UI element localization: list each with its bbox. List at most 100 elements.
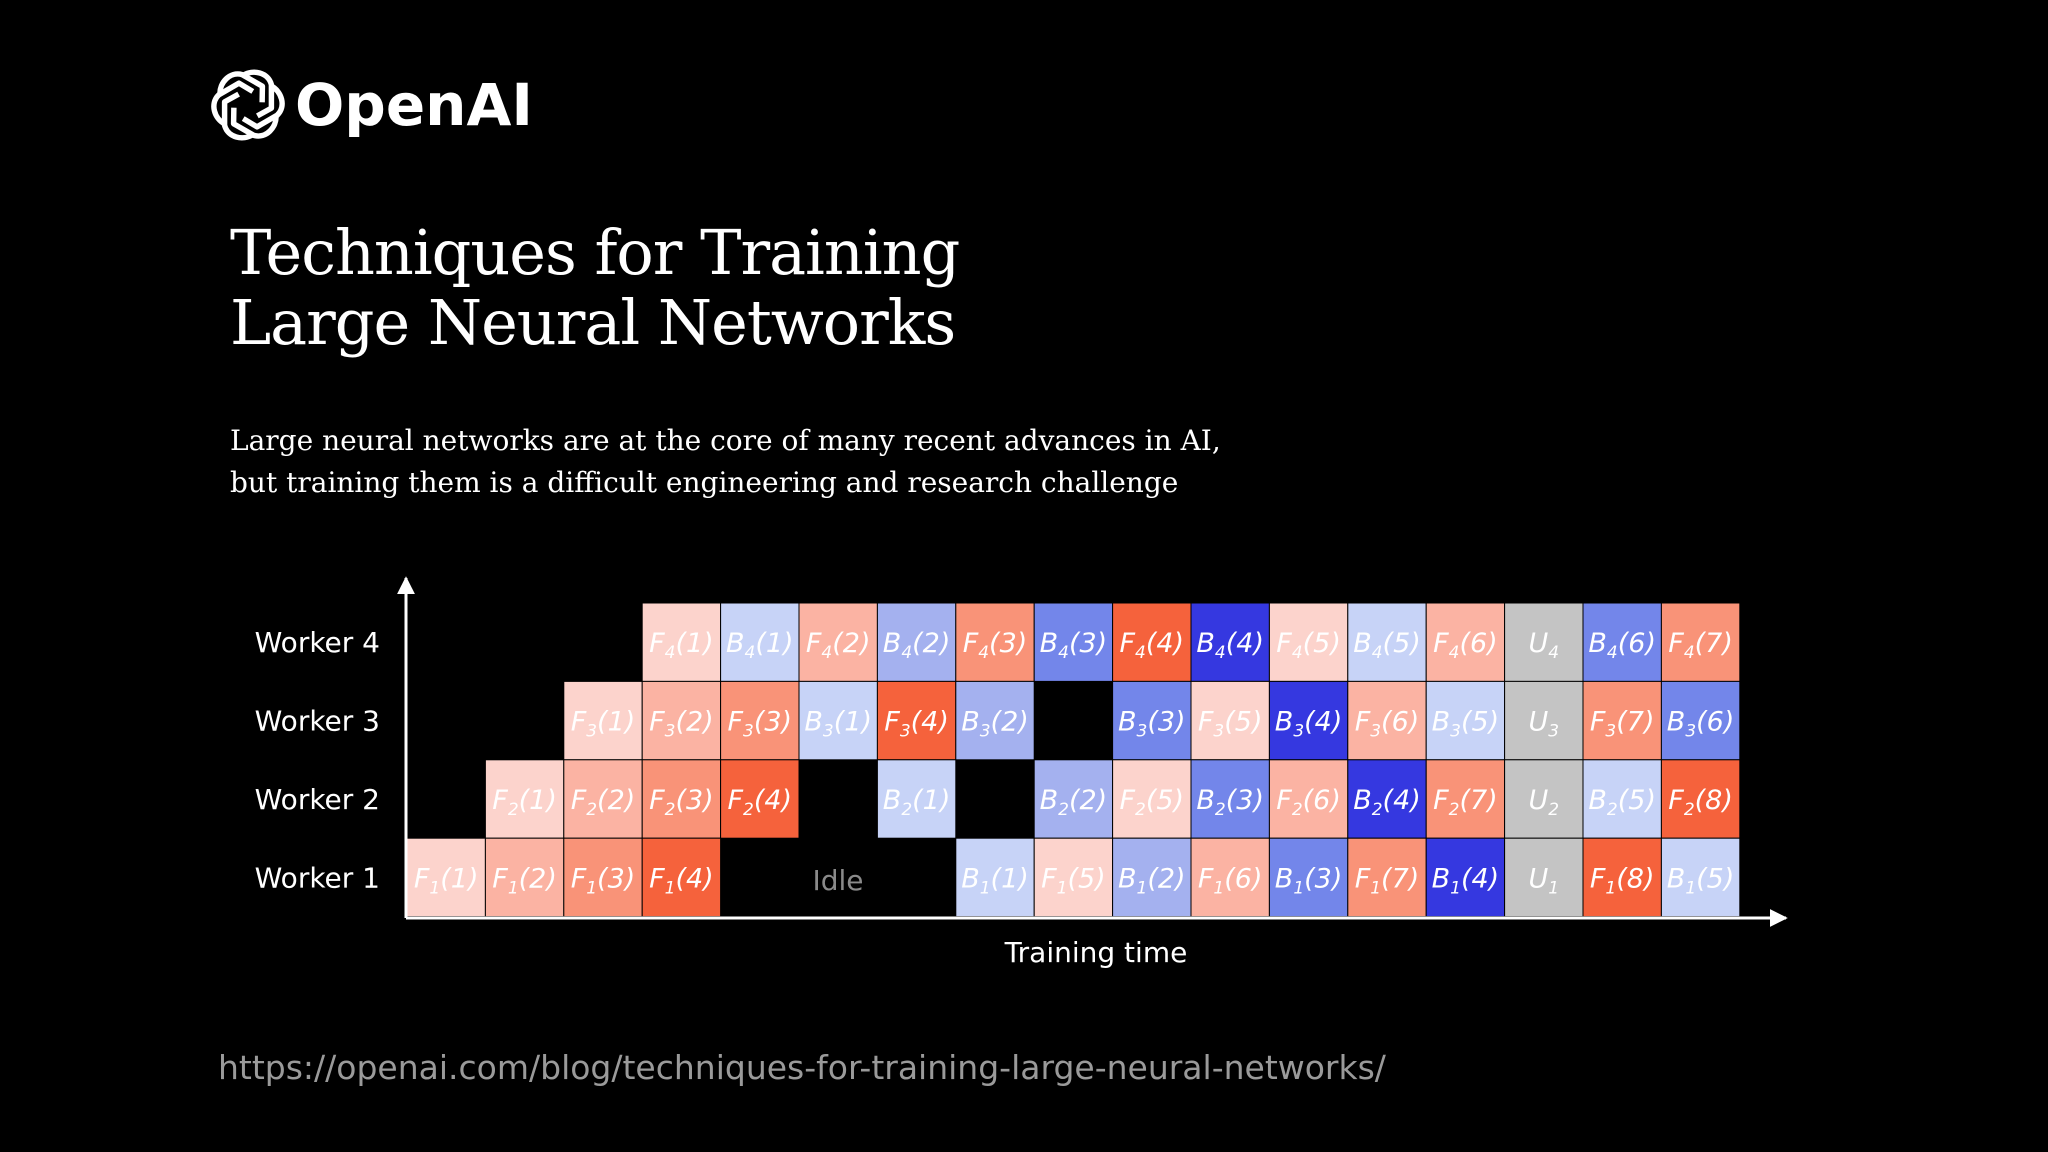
pipeline-cell: F1(6) (1190, 837, 1270, 918)
pipeline-cell: F2(7) (1425, 759, 1506, 839)
pipeline-cell-label: F1(4) (649, 863, 714, 898)
pipeline-cell-box (1504, 837, 1584, 918)
pipeline-cell-box (1190, 680, 1270, 761)
pipeline-cell: F1(3) (563, 837, 643, 918)
pipeline-cell-label: F3(6) (1355, 707, 1420, 742)
pipeline-cell-box (641, 837, 722, 918)
pipeline-cell-box (798, 680, 878, 761)
title-line-1: Techniques for Training (230, 216, 960, 289)
pipeline-cell: B4(2) (876, 602, 957, 682)
pipeline-cell: B4(3) (1033, 602, 1114, 682)
pipeline-cell: B2(2) (1033, 759, 1114, 839)
worker-label: Worker 4 (255, 626, 380, 659)
pipeline-cell: B2(1) (876, 759, 957, 839)
pipeline-cell-label: B3(6) (1667, 707, 1735, 742)
title-line-2: Large Neural Networks (230, 286, 956, 359)
pipeline-cell: F3(1) (563, 680, 643, 761)
pipeline-cell: B3(4) (1268, 680, 1349, 761)
pipeline-cell: U1 (1504, 837, 1584, 918)
pipeline-cell-label: F3(1) (571, 707, 636, 742)
pipeline-cell: B3(1) (798, 680, 878, 761)
pipeline-cell: F4(7) (1660, 602, 1741, 682)
pipeline-cell-label: B1(4) (1432, 863, 1500, 898)
pipeline-cell: F2(1) (484, 759, 565, 839)
pipeline-cell: B2(5) (1582, 759, 1662, 839)
subtitle-line-1: Large neural networks are at the core of… (230, 424, 1221, 457)
pipeline-cell: F4(6) (1425, 602, 1506, 682)
pipeline-cell: F2(8) (1660, 759, 1741, 839)
pipeline-cell-label: B1(2) (1118, 863, 1186, 898)
pipeline-cell-label: F2(3) (649, 785, 714, 820)
pipeline-cell-label: B3(3) (1118, 707, 1186, 742)
pipeline-cell: F1(1) (406, 837, 486, 918)
pipeline-cell-label: B4(4) (1196, 628, 1264, 663)
pipeline-cell-box (1190, 837, 1270, 918)
pipeline-cell: U4 (1504, 602, 1584, 682)
pipeline-cell-box (1268, 680, 1349, 761)
worker-label: Worker 2 (255, 783, 380, 816)
pipeline-cell: B2(4) (1347, 759, 1427, 839)
pipeline-cell: F2(4) (720, 759, 800, 839)
pipeline-cell: F1(5) (1033, 837, 1114, 918)
pipeline-cell-label: F4(1) (649, 628, 714, 663)
pipeline-cell: B4(4) (1190, 602, 1270, 682)
worker-label: Worker 1 (255, 861, 380, 894)
pipeline-cell-box (1033, 759, 1114, 839)
pipeline-cell: F3(3) (720, 680, 800, 761)
pipeline-cell: B4(5) (1347, 602, 1427, 682)
pipeline-cell-label: B3(2) (961, 707, 1029, 742)
pipeline-cell-box (1582, 602, 1662, 682)
pipeline-cell: F3(4) (876, 680, 957, 761)
brand-name: OpenAI (295, 71, 533, 139)
pipeline-cell-box (1660, 680, 1741, 761)
pipeline-cell: F4(1) (641, 602, 722, 682)
pipeline-cell-label: U4 (1529, 628, 1560, 663)
openai-knot-icon (209, 66, 287, 144)
pipeline-cell: B1(2) (1112, 837, 1192, 918)
pipeline-cell-box (1033, 602, 1114, 682)
pipeline-cell-label: F1(1) (414, 863, 479, 898)
pipeline-cell: F2(2) (563, 759, 643, 839)
pipeline-cell: B2(3) (1190, 759, 1270, 839)
pipeline-cell-label: F2(8) (1668, 785, 1733, 820)
pipeline-cell: B3(5) (1425, 680, 1506, 761)
pipeline-cell: F3(6) (1347, 680, 1427, 761)
pipeline-cell-box (1660, 759, 1741, 839)
pipeline-cell-box (955, 680, 1035, 761)
pipeline-cell-label: F2(5) (1119, 785, 1184, 820)
pipeline-cell-box (955, 837, 1035, 918)
pipeline-cell-label: B2(5) (1588, 785, 1656, 820)
pipeline-cell-label: F3(2) (649, 707, 714, 742)
pipeline-cell-label: B2(2) (1040, 785, 1108, 820)
pipeline-cell-label: F2(4) (727, 785, 792, 820)
pipeline-cell-label: B1(3) (1275, 863, 1343, 898)
pipeline-cell-label: B2(3) (1196, 785, 1264, 820)
pipeline-cell: F2(6) (1268, 759, 1349, 839)
pipeline-cell-label: B4(5) (1353, 628, 1421, 663)
pipeline-cell-label: F3(3) (727, 707, 792, 742)
source-url[interactable]: https://openai.com/blog/techniques-for-t… (218, 1048, 1386, 1087)
pipeline-cell: F2(5) (1112, 759, 1192, 839)
pipeline-cell-box (1425, 680, 1506, 761)
pipeline-cell-label: B4(2) (883, 628, 951, 663)
pipeline-cell: B1(3) (1268, 837, 1349, 918)
pipeline-cell-box (1347, 837, 1427, 918)
pipeline-cell-label: B4(6) (1588, 628, 1656, 663)
idle-label: Idle (812, 864, 863, 897)
pipeline-cell-label: F4(6) (1433, 628, 1498, 663)
x-axis-label: Training time (1004, 936, 1188, 969)
pipeline-cell: F3(2) (641, 680, 722, 761)
pipeline-cell: B3(2) (955, 680, 1035, 761)
pipeline-cell-label: F3(4) (884, 707, 949, 742)
pipeline-cell-label: U3 (1529, 707, 1560, 742)
pipeline-cell-label: F1(2) (492, 863, 557, 898)
pipeline-cell-box (1504, 602, 1584, 682)
pipeline-cell-box (1347, 680, 1427, 761)
pipeline-cell: F4(5) (1268, 602, 1349, 682)
pipeline-cell-box (955, 602, 1035, 682)
pipeline-cell: U3 (1504, 680, 1584, 761)
pipeline-cell-label: B1(5) (1667, 863, 1735, 898)
pipeline-cell-label: F1(6) (1198, 863, 1263, 898)
pipeline-cell-box (1582, 837, 1662, 918)
pipeline-cell-label: F3(7) (1590, 707, 1655, 742)
